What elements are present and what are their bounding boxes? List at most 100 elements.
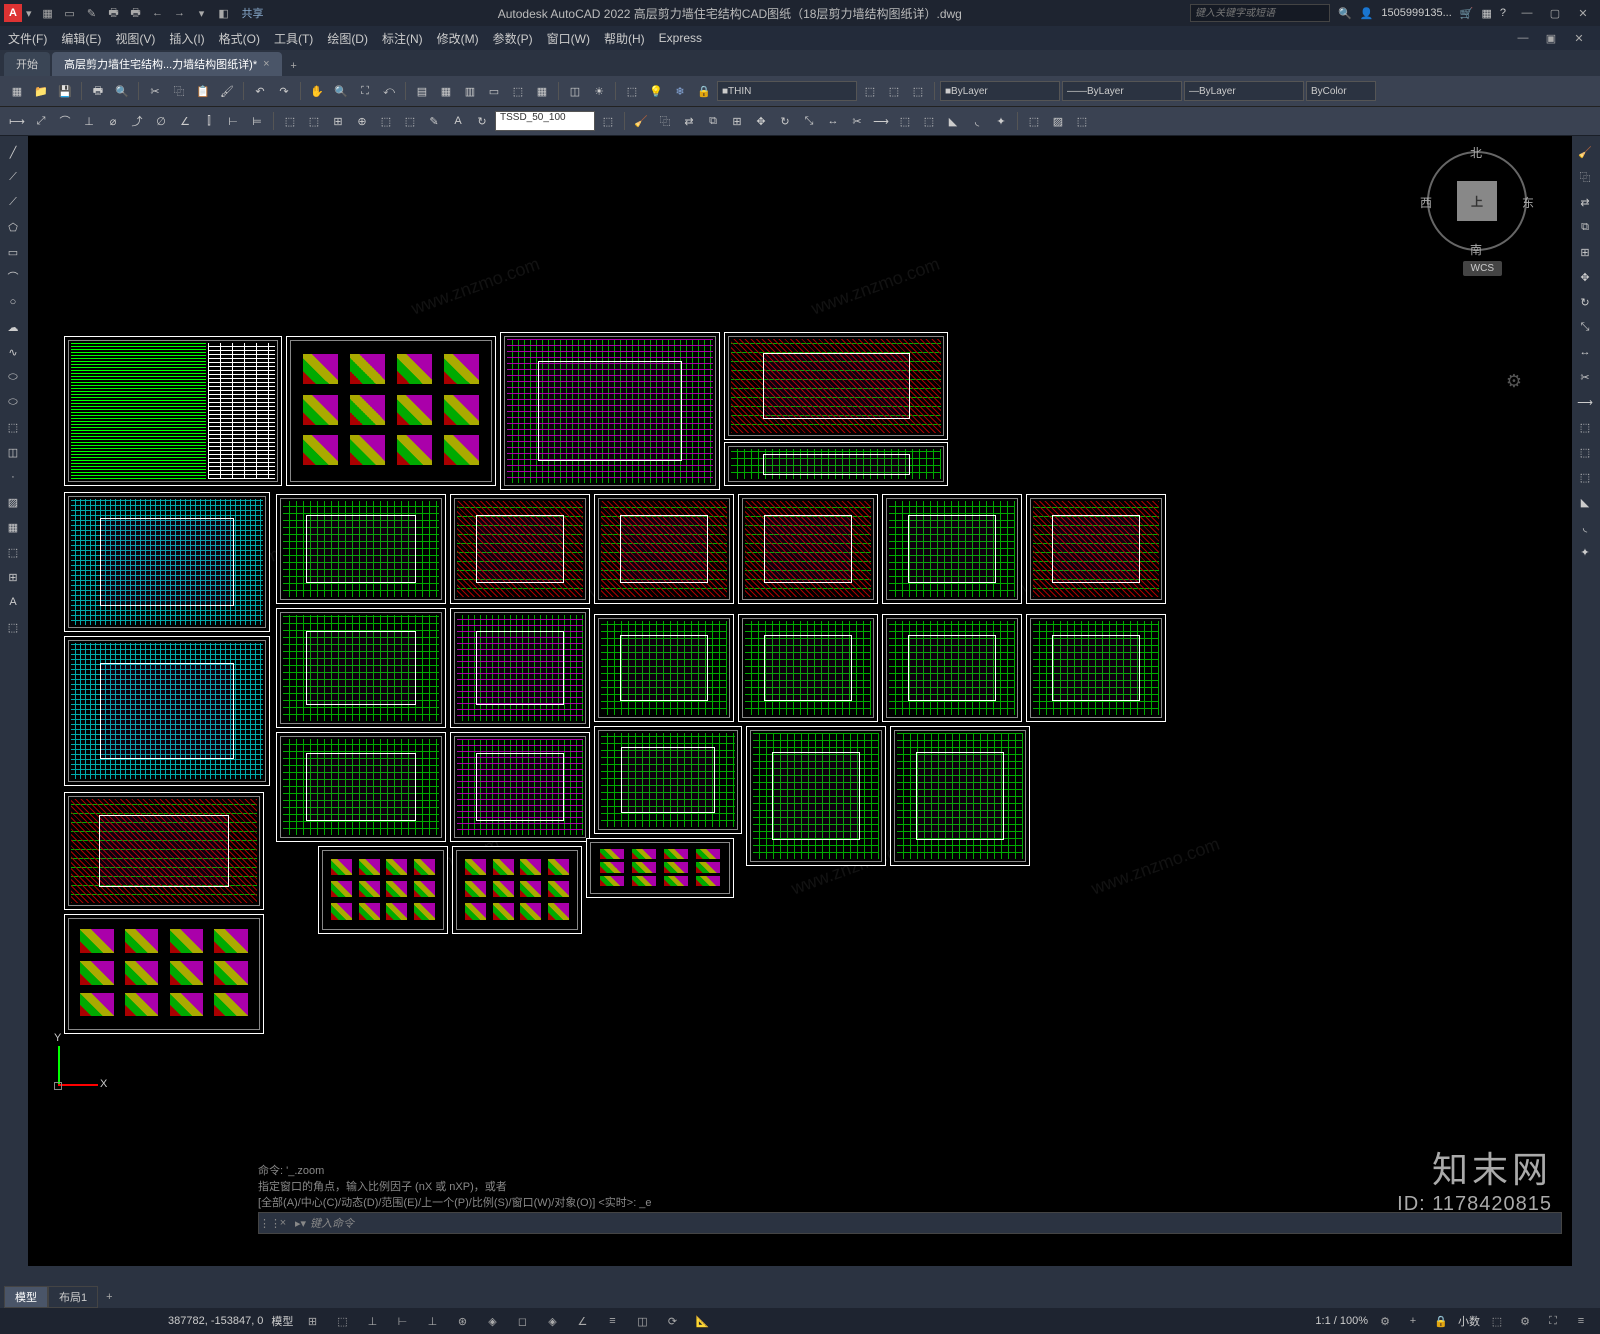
menu-insert[interactable]: 插入(I) bbox=[169, 30, 204, 47]
quickcalc-icon[interactable]: ▦ bbox=[531, 80, 553, 102]
menu-dimension[interactable]: 标注(N) bbox=[382, 30, 423, 47]
tab-active-document[interactable]: 高层剪力墙住宅结构...力墙结构图纸详)* × bbox=[52, 52, 282, 76]
user-icon[interactable]: 👤 bbox=[1360, 7, 1374, 20]
r-fillet-icon[interactable]: ◟ bbox=[1572, 515, 1598, 539]
maximize-button[interactable]: ▢ bbox=[1542, 3, 1568, 23]
viewcube-west[interactable]: 西 bbox=[1420, 194, 1432, 211]
center-mark-icon[interactable]: ⊕ bbox=[351, 110, 373, 132]
menu-view[interactable]: 视图(V) bbox=[115, 30, 155, 47]
dim-space-icon[interactable]: ⬚ bbox=[279, 110, 301, 132]
dim-radius-icon[interactable]: ⌀ bbox=[102, 110, 124, 132]
mod-explode-icon[interactable]: ✦ bbox=[990, 110, 1012, 132]
otrack-icon[interactable]: ∠ bbox=[571, 1311, 593, 1331]
design-center-icon[interactable]: ▦ bbox=[435, 80, 457, 102]
layout-add-button[interactable]: + bbox=[98, 1289, 120, 1305]
r-copy-icon[interactable]: ⿻ bbox=[1572, 165, 1598, 189]
dim-update-icon[interactable]: ↻ bbox=[471, 110, 493, 132]
spline-icon[interactable]: ∿ bbox=[0, 340, 26, 364]
menu-draw[interactable]: 绘图(D) bbox=[327, 30, 368, 47]
cycling-icon[interactable]: ⟳ bbox=[661, 1311, 683, 1331]
dim-edit-icon[interactable]: ✎ bbox=[423, 110, 445, 132]
cmd-handle-icon[interactable]: ⋮⋮ bbox=[259, 1217, 275, 1230]
r-extend-icon[interactable]: ⟶ bbox=[1572, 390, 1598, 414]
table-icon[interactable]: ⊞ bbox=[0, 565, 26, 589]
color-dropdown[interactable]: ■ ByLayer bbox=[940, 81, 1060, 101]
navbar-gear-icon[interactable]: ⚙ bbox=[1506, 371, 1522, 392]
menu-modify[interactable]: 修改(M) bbox=[437, 30, 479, 47]
qat-redo-icon[interactable]: → bbox=[170, 3, 190, 23]
block-icon[interactable]: ◫ bbox=[564, 80, 586, 102]
print-icon[interactable]: 🖶 bbox=[87, 80, 109, 102]
menu-express[interactable]: Express bbox=[659, 31, 702, 45]
mod-extend-icon[interactable]: ⟶ bbox=[870, 110, 892, 132]
r-mirror-icon[interactable]: ⇄ bbox=[1572, 190, 1598, 214]
infer-icon[interactable]: ⊥ bbox=[361, 1311, 383, 1331]
sb-isolate-icon[interactable]: ⬚ bbox=[1486, 1311, 1508, 1331]
linetype-dropdown[interactable]: —— ByLayer bbox=[1062, 81, 1182, 101]
save-icon[interactable]: 💾 bbox=[54, 80, 76, 102]
preview-icon[interactable]: 🔍 bbox=[111, 80, 133, 102]
search-input[interactable] bbox=[1190, 4, 1330, 22]
layer-iso-icon[interactable]: ⬚ bbox=[883, 80, 905, 102]
dim-linear-icon[interactable]: ⟼ bbox=[6, 110, 28, 132]
qat-undo-icon[interactable]: ← bbox=[148, 3, 168, 23]
tab-start[interactable]: 开始 bbox=[4, 52, 50, 76]
qat-plot-icon[interactable]: 🖶 bbox=[126, 3, 146, 23]
sb-custom-icon[interactable]: ≡ bbox=[1570, 1311, 1592, 1331]
tolerance-icon[interactable]: ⊞ bbox=[327, 110, 349, 132]
new-icon[interactable]: ▦ bbox=[6, 80, 28, 102]
mod-break-icon[interactable]: ⬚ bbox=[894, 110, 916, 132]
r-breakpt-icon[interactable]: ⬚ bbox=[1572, 415, 1598, 439]
viewcube-north[interactable]: 北 bbox=[1470, 144, 1482, 161]
dim-tedit-icon[interactable]: A bbox=[447, 110, 469, 132]
app-menu-chevron[interactable]: ▾ bbox=[26, 7, 32, 20]
lineweight-dropdown[interactable]: — ByLayer bbox=[1184, 81, 1304, 101]
snap-icon[interactable]: ⬚ bbox=[331, 1311, 353, 1331]
ellipse-arc-icon[interactable]: ⬭ bbox=[0, 390, 26, 414]
dim-diam-icon[interactable]: ∅ bbox=[150, 110, 172, 132]
r-offset-icon[interactable]: ⧉ bbox=[1572, 215, 1598, 239]
rectangle-icon[interactable]: ▭ bbox=[0, 240, 26, 264]
sb-clean-icon[interactable]: ⛶ bbox=[1542, 1311, 1564, 1331]
mod-rotate-icon[interactable]: ↻ bbox=[774, 110, 796, 132]
render-icon[interactable]: ☀ bbox=[588, 80, 610, 102]
dim-angular-icon[interactable]: ∠ bbox=[174, 110, 196, 132]
sb-model-label[interactable]: 模型 bbox=[271, 1313, 293, 1329]
apps-icon[interactable]: ▦ bbox=[1481, 7, 1491, 20]
qat-ws-icon[interactable]: ◧ bbox=[214, 3, 234, 23]
dimstyle-btn-icon[interactable]: ⬚ bbox=[597, 110, 619, 132]
qat-save-icon[interactable]: ✎ bbox=[82, 3, 102, 23]
dim-quick-icon[interactable]: ⫿ bbox=[198, 110, 220, 132]
sheet-set-icon[interactable]: ▭ bbox=[483, 80, 505, 102]
r-array-icon[interactable]: ⊞ bbox=[1572, 240, 1598, 264]
r-move-icon[interactable]: ✥ bbox=[1572, 265, 1598, 289]
sb-plus-icon[interactable]: + bbox=[1402, 1311, 1424, 1331]
dim-continue-icon[interactable]: ⊨ bbox=[246, 110, 268, 132]
point-icon[interactable]: · bbox=[0, 465, 26, 489]
r-chamfer-icon[interactable]: ◣ bbox=[1572, 490, 1598, 514]
zoom-icon[interactable]: 🔍 bbox=[330, 80, 352, 102]
layer-lock-icon[interactable]: 🔒 bbox=[693, 80, 715, 102]
dim-baseline-icon[interactable]: ⊢ bbox=[222, 110, 244, 132]
open-icon[interactable]: 📁 bbox=[30, 80, 52, 102]
copy-icon[interactable]: ⿻ bbox=[168, 80, 190, 102]
mod-stretch-icon[interactable]: ↔ bbox=[822, 110, 844, 132]
viewcube[interactable]: 上 北 南 东 西 bbox=[1422, 146, 1532, 256]
r-stretch-icon[interactable]: ↔ bbox=[1572, 340, 1598, 364]
layout-tab-1[interactable]: 布局1 bbox=[48, 1286, 98, 1308]
doc-close-button[interactable]: ✕ bbox=[1566, 28, 1592, 48]
mod-trim-icon[interactable]: ✂ bbox=[846, 110, 868, 132]
mod-move-icon[interactable]: ✥ bbox=[750, 110, 772, 132]
r-trim-icon[interactable]: ✂ bbox=[1572, 365, 1598, 389]
draworder-icon[interactable]: ⬚ bbox=[1023, 110, 1045, 132]
app-logo[interactable]: A bbox=[4, 4, 22, 22]
paste-icon[interactable]: 📋 bbox=[192, 80, 214, 102]
sb-gear-icon[interactable]: ⚙ bbox=[1374, 1311, 1396, 1331]
dyn-icon[interactable]: ⊢ bbox=[391, 1311, 413, 1331]
mod-chamfer-icon[interactable]: ◣ bbox=[942, 110, 964, 132]
osnap-icon[interactable]: ◻ bbox=[511, 1311, 533, 1331]
undo-icon[interactable]: ↶ bbox=[249, 80, 271, 102]
layer-freeze-icon[interactable]: ❄ bbox=[669, 80, 691, 102]
r-explode-icon[interactable]: ✦ bbox=[1572, 540, 1598, 564]
search-icon[interactable]: 🔍 bbox=[1338, 7, 1352, 20]
